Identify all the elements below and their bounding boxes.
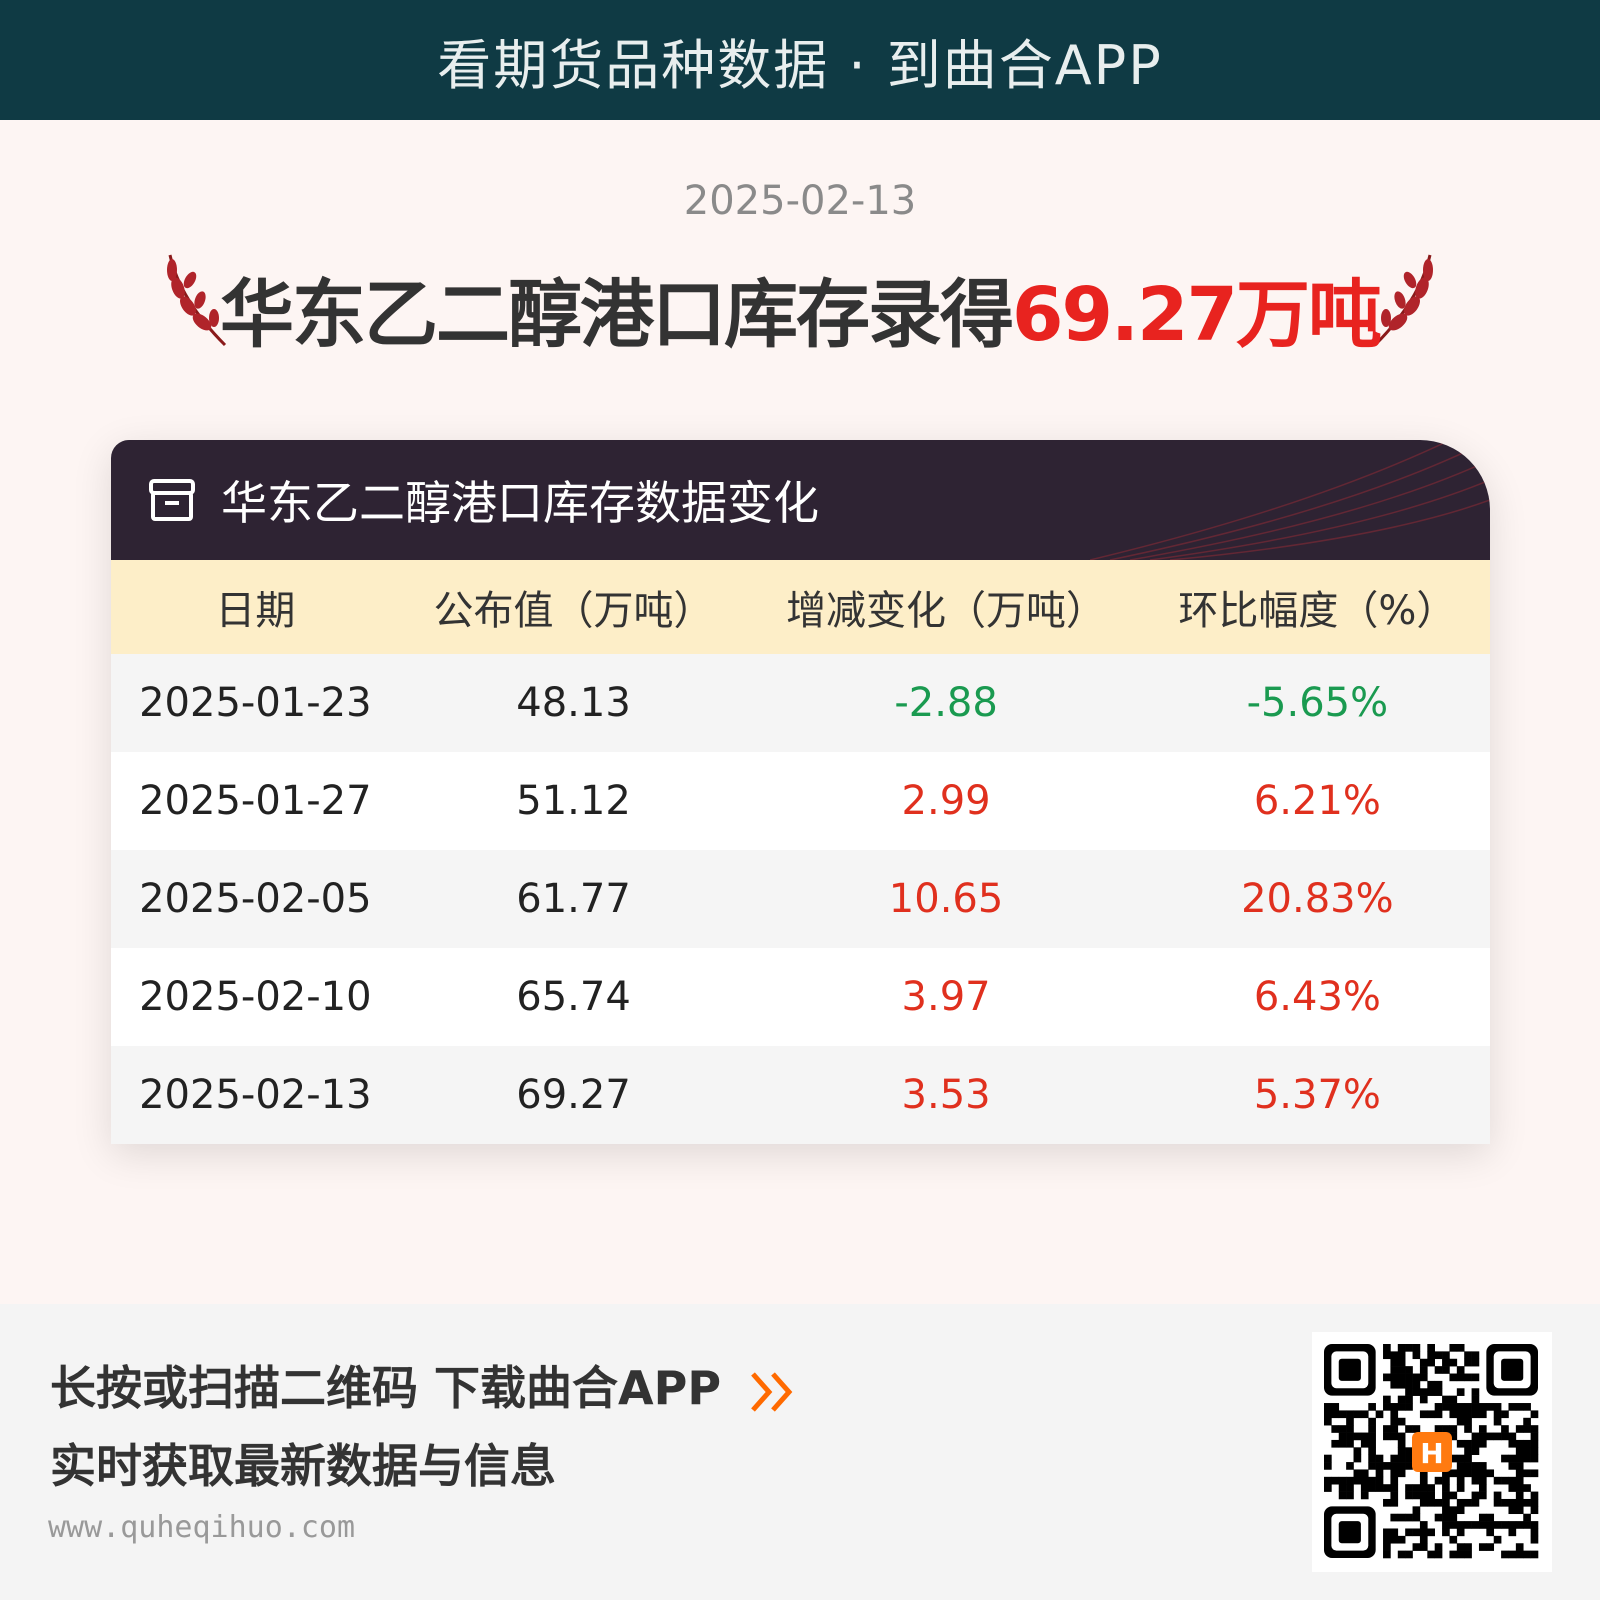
table-header-row: 日期 公布值（万吨） 增减变化（万吨） 环比幅度（%） [111,560,1490,654]
cell-value: 61.77 [399,850,748,948]
table-row: 2025-02-05 61.77 10.65 20.83% [111,850,1490,948]
footer-line-2: 实时获取最新数据与信息 [50,1439,556,1493]
headline: 华东乙二醇港口库存录得69.27万吨 [0,255,1600,362]
archive-box-icon [149,479,195,521]
table-row: 2025-01-27 51.12 2.99 6.21% [111,752,1490,850]
footer-line-1: 长按或扫描二维码 下载曲合APP [50,1352,797,1418]
table-row: 2025-01-23 48.13 -2.88 -5.65% [111,654,1490,752]
laurel-right-icon [1373,254,1433,347]
card-title: 华东乙二醇港口库存数据变化 [221,476,819,530]
cell-value: 65.74 [516,974,631,1020]
col-date: 日期 [111,560,400,654]
headline-prefix: 华东乙二醇港口库存录得 [219,272,1014,358]
table-row: 2025-02-13 69.27 3.53 5.37% [111,1046,1490,1144]
cell-date: 2025-02-13 [111,1046,400,1144]
cell-date: 2025-01-23 [111,654,400,752]
cell-date: 2025-01-27 [139,778,372,824]
cell-value: 51.12 [516,778,631,824]
card-header: 华东乙二醇港口库存数据变化 [111,440,1490,560]
inventory-card: 华东乙二醇港口库存数据变化 日期 公布值（万吨） 增减变化（万吨） 环比幅度（%… [111,440,1490,1144]
cell-date: 2025-02-10 [139,974,372,1020]
cell-pct: 6.21% [1253,778,1381,824]
cell-date: 2025-02-05 [111,850,400,948]
cell-pct: 20.83% [1144,850,1490,948]
cell-pct: -5.65% [1144,654,1490,752]
download-text: 长按或扫描二维码 下载曲合APP [50,1361,722,1415]
report-date: 2025-02-13 [683,178,917,224]
footer: 长按或扫描二维码 下载曲合APP 实时获取最新数据与信息 www.quheqih… [0,1304,1600,1600]
cell-change: -2.88 [747,654,1145,752]
col-value: 公布值（万吨） [399,560,748,654]
website-url[interactable]: www.quheqihuo.com [48,1510,356,1545]
cell-pct: 6.43% [1253,974,1381,1020]
cell-value: 69.27 [399,1046,748,1144]
col-change: 增减变化（万吨） [747,560,1145,654]
inventory-table: 日期 公布值（万吨） 增减变化（万吨） 环比幅度（%） 2025-01-23 48… [111,560,1490,1144]
double-chevron-right-icon [751,1371,793,1412]
table-row: 2025-02-10 65.74 3.97 6.43% [111,948,1490,1046]
col-pct: 环比幅度（%） [1144,560,1490,654]
decorative-lines [1090,440,1490,560]
top-banner: 看期货品种数据 · 到曲合APP [0,0,1600,120]
cell-pct: 5.37% [1144,1046,1490,1144]
cell-change: 3.53 [747,1046,1145,1144]
banner-text: 看期货品种数据 · 到曲合APP [437,33,1163,97]
cell-change: 10.65 [747,850,1145,948]
headline-value: 69.27万吨 [1011,272,1382,358]
laurel-left-icon [167,254,227,347]
cell-change: 2.99 [901,778,991,824]
qr-code[interactable]: H [1312,1332,1552,1572]
cell-value: 48.13 [399,654,748,752]
cell-change: 3.97 [901,974,991,1020]
svg-text:H: H [1420,1437,1443,1470]
